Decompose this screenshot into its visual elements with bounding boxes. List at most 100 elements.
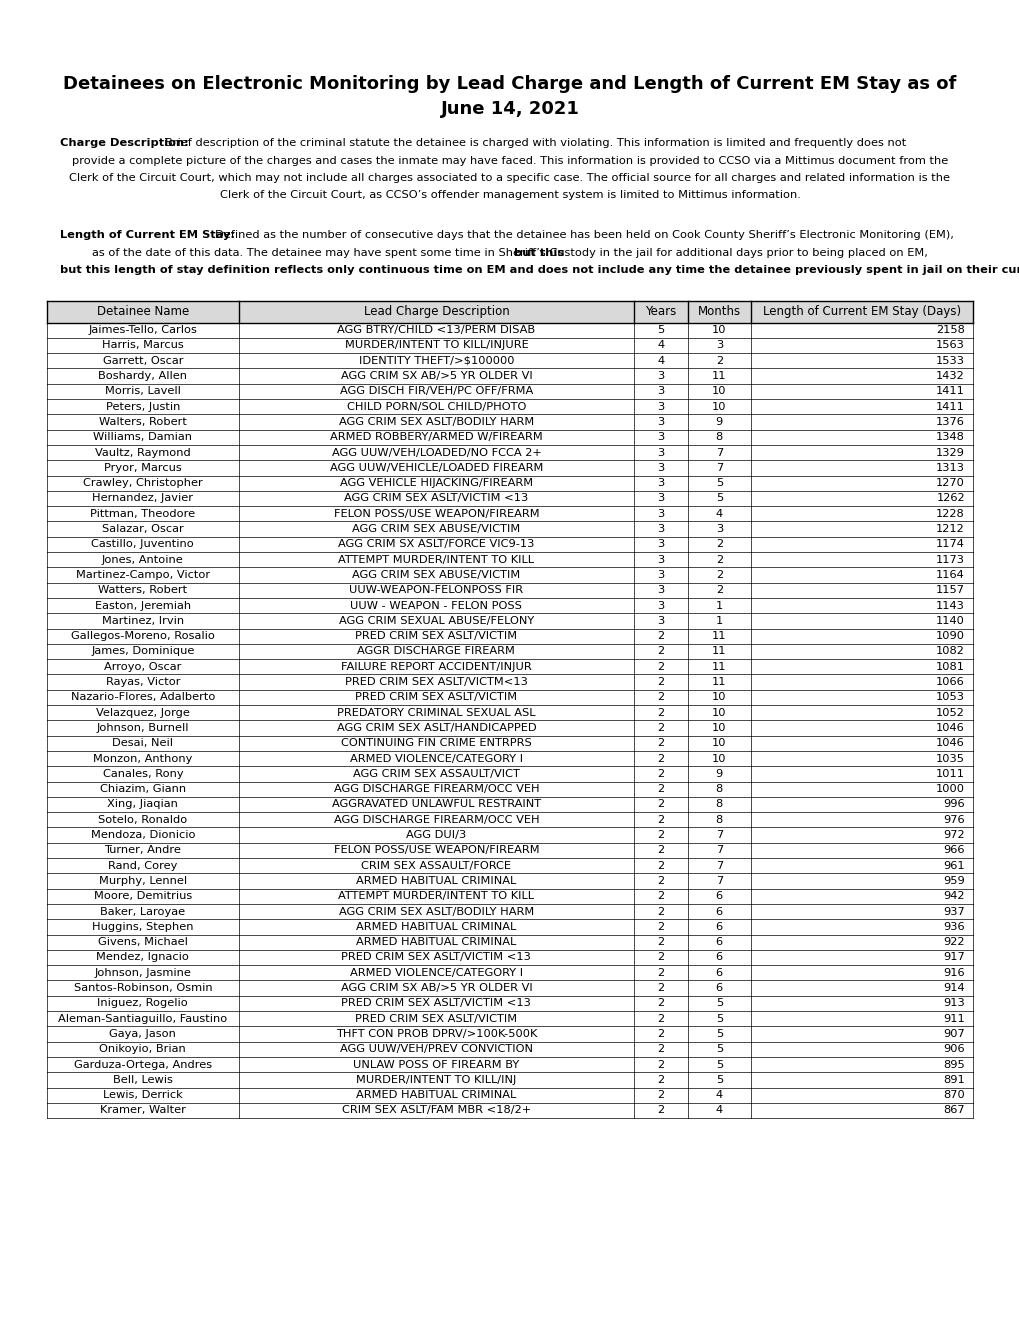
Text: 2: 2 (656, 891, 663, 902)
Text: 1411: 1411 (935, 401, 964, 412)
Text: 2: 2 (656, 1105, 663, 1115)
Text: 1329: 1329 (935, 447, 964, 458)
Text: ATTEMPT MURDER/INTENT TO KILL: ATTEMPT MURDER/INTENT TO KILL (338, 554, 534, 565)
Text: Detainees on Electronic Monitoring by Lead Charge and Length of Current EM Stay : Detainees on Electronic Monitoring by Le… (63, 75, 956, 92)
Text: Castillo, Juventino: Castillo, Juventino (92, 540, 194, 549)
Text: 9: 9 (715, 768, 722, 779)
Text: Vaultz, Raymond: Vaultz, Raymond (95, 447, 191, 458)
Text: PRED CRIM SEX ASLT/VICTIM: PRED CRIM SEX ASLT/VICTIM (355, 631, 517, 642)
Text: AGG CRIM SEX ASLT/VICTIM <13: AGG CRIM SEX ASLT/VICTIM <13 (344, 494, 528, 503)
Text: 6: 6 (715, 921, 722, 932)
Text: 1533: 1533 (935, 356, 964, 366)
Text: 9: 9 (715, 417, 722, 426)
Text: 6: 6 (715, 953, 722, 962)
Text: Defined as the number of consecutive days that the detainee has been held on Coo: Defined as the number of consecutive day… (215, 230, 953, 240)
Text: 937: 937 (943, 907, 964, 916)
Text: Huggins, Stephen: Huggins, Stephen (92, 921, 194, 932)
Text: 4: 4 (656, 341, 663, 350)
Text: 2: 2 (715, 540, 722, 549)
Text: 2: 2 (715, 570, 722, 579)
Text: 959: 959 (943, 876, 964, 886)
Text: 2: 2 (656, 723, 663, 733)
Text: 1563: 1563 (935, 341, 964, 350)
Text: 10: 10 (711, 754, 726, 763)
Text: 10: 10 (711, 693, 726, 702)
Text: 2: 2 (656, 677, 663, 686)
Text: AGG DISCHARGE FIREARM/OCC VEH: AGG DISCHARGE FIREARM/OCC VEH (333, 814, 539, 825)
Text: AGGRAVATED UNLAWFUL RESTRAINT: AGGRAVATED UNLAWFUL RESTRAINT (331, 800, 540, 809)
Text: CHILD PORN/SOL CHILD/PHOTO: CHILD PORN/SOL CHILD/PHOTO (346, 401, 526, 412)
Text: Williams, Damian: Williams, Damian (94, 432, 193, 442)
Text: 2: 2 (656, 830, 663, 840)
Text: 1053: 1053 (935, 693, 964, 702)
Text: 11: 11 (711, 677, 726, 686)
Text: Harris, Marcus: Harris, Marcus (102, 341, 183, 350)
Text: Kramer, Walter: Kramer, Walter (100, 1105, 185, 1115)
Text: 2: 2 (656, 784, 663, 795)
Bar (47, 301, 972, 322)
Text: provide a complete picture of the charges and cases the inmate may have faced. T: provide a complete picture of the charge… (71, 156, 948, 165)
Text: Morris, Lavell: Morris, Lavell (105, 387, 180, 396)
Text: AGG DISCH FIR/VEH/PC OFF/FRMA: AGG DISCH FIR/VEH/PC OFF/FRMA (339, 387, 533, 396)
Text: 1270: 1270 (935, 478, 964, 488)
Text: Bell, Lewis: Bell, Lewis (113, 1074, 172, 1085)
Text: MURDER/INTENT TO KILL/INJ: MURDER/INTENT TO KILL/INJ (356, 1074, 516, 1085)
Text: 936: 936 (943, 921, 964, 932)
Text: 2: 2 (656, 983, 663, 993)
Text: 1313: 1313 (935, 463, 964, 473)
Text: 6: 6 (715, 907, 722, 916)
Text: 3: 3 (656, 570, 664, 579)
Text: 870: 870 (943, 1090, 964, 1100)
Text: 2: 2 (656, 1060, 663, 1069)
Text: Moore, Demitrius: Moore, Demitrius (94, 891, 192, 902)
Text: 3: 3 (656, 371, 664, 381)
Text: 1212: 1212 (935, 524, 964, 535)
Text: 913: 913 (943, 998, 964, 1008)
Text: 1082: 1082 (935, 647, 964, 656)
Text: UNLAW POSS OF FIREARM BY: UNLAW POSS OF FIREARM BY (353, 1060, 519, 1069)
Text: 2: 2 (656, 921, 663, 932)
Text: 2: 2 (656, 754, 663, 763)
Text: 3: 3 (715, 341, 722, 350)
Text: Boshardy, Allen: Boshardy, Allen (98, 371, 187, 381)
Text: 5: 5 (715, 478, 722, 488)
Text: Peters, Justin: Peters, Justin (106, 401, 179, 412)
Text: Rayas, Victor: Rayas, Victor (106, 677, 180, 686)
Text: 3: 3 (656, 540, 664, 549)
Text: AGG UUW/VEHICLE/LOADED FIREARM: AGG UUW/VEHICLE/LOADED FIREARM (329, 463, 542, 473)
Text: AGG CRIM SEX ABUSE/VICTIM: AGG CRIM SEX ABUSE/VICTIM (352, 570, 520, 579)
Text: AGG BTRY/CHILD <13/PERM DISAB: AGG BTRY/CHILD <13/PERM DISAB (337, 325, 535, 335)
Text: 976: 976 (943, 814, 964, 825)
Text: 1066: 1066 (935, 677, 964, 686)
Text: 1046: 1046 (935, 738, 964, 748)
Text: Johnson, Jasmine: Johnson, Jasmine (95, 968, 192, 978)
Text: PRED CRIM SEX ASLT/VICTIM <13: PRED CRIM SEX ASLT/VICTIM <13 (341, 953, 531, 962)
Text: 6: 6 (715, 968, 722, 978)
Text: 3: 3 (656, 387, 664, 396)
Text: AGG CRIM SEX ASLT/HANDICAPPED: AGG CRIM SEX ASLT/HANDICAPPED (336, 723, 536, 733)
Text: Garrett, Oscar: Garrett, Oscar (103, 356, 183, 366)
Text: Jaimes-Tello, Carlos: Jaimes-Tello, Carlos (89, 325, 197, 335)
Text: AGG CRIM SX AB/>5 YR OLDER VI: AGG CRIM SX AB/>5 YR OLDER VI (340, 371, 532, 381)
Text: 2: 2 (656, 800, 663, 809)
Text: 1262: 1262 (935, 494, 964, 503)
Text: 4: 4 (656, 356, 663, 366)
Text: 867: 867 (943, 1105, 964, 1115)
Text: 5: 5 (715, 1074, 722, 1085)
Text: Length of Current EM Stay (Days): Length of Current EM Stay (Days) (762, 305, 960, 318)
Text: 2: 2 (656, 998, 663, 1008)
Text: 1174: 1174 (935, 540, 964, 549)
Text: Watters, Robert: Watters, Robert (98, 585, 187, 595)
Text: 10: 10 (711, 738, 726, 748)
Text: Turner, Andre: Turner, Andre (104, 845, 181, 855)
Text: 7: 7 (715, 845, 722, 855)
Text: 1376: 1376 (935, 417, 964, 426)
Text: 2158: 2158 (935, 325, 964, 335)
Text: 1140: 1140 (935, 616, 964, 626)
Text: 911: 911 (943, 1014, 964, 1023)
Text: 5: 5 (715, 1060, 722, 1069)
Text: 961: 961 (943, 861, 964, 871)
Text: AGG DUI/3: AGG DUI/3 (406, 830, 466, 840)
Text: 2: 2 (656, 1090, 663, 1100)
Text: 7: 7 (715, 861, 722, 871)
